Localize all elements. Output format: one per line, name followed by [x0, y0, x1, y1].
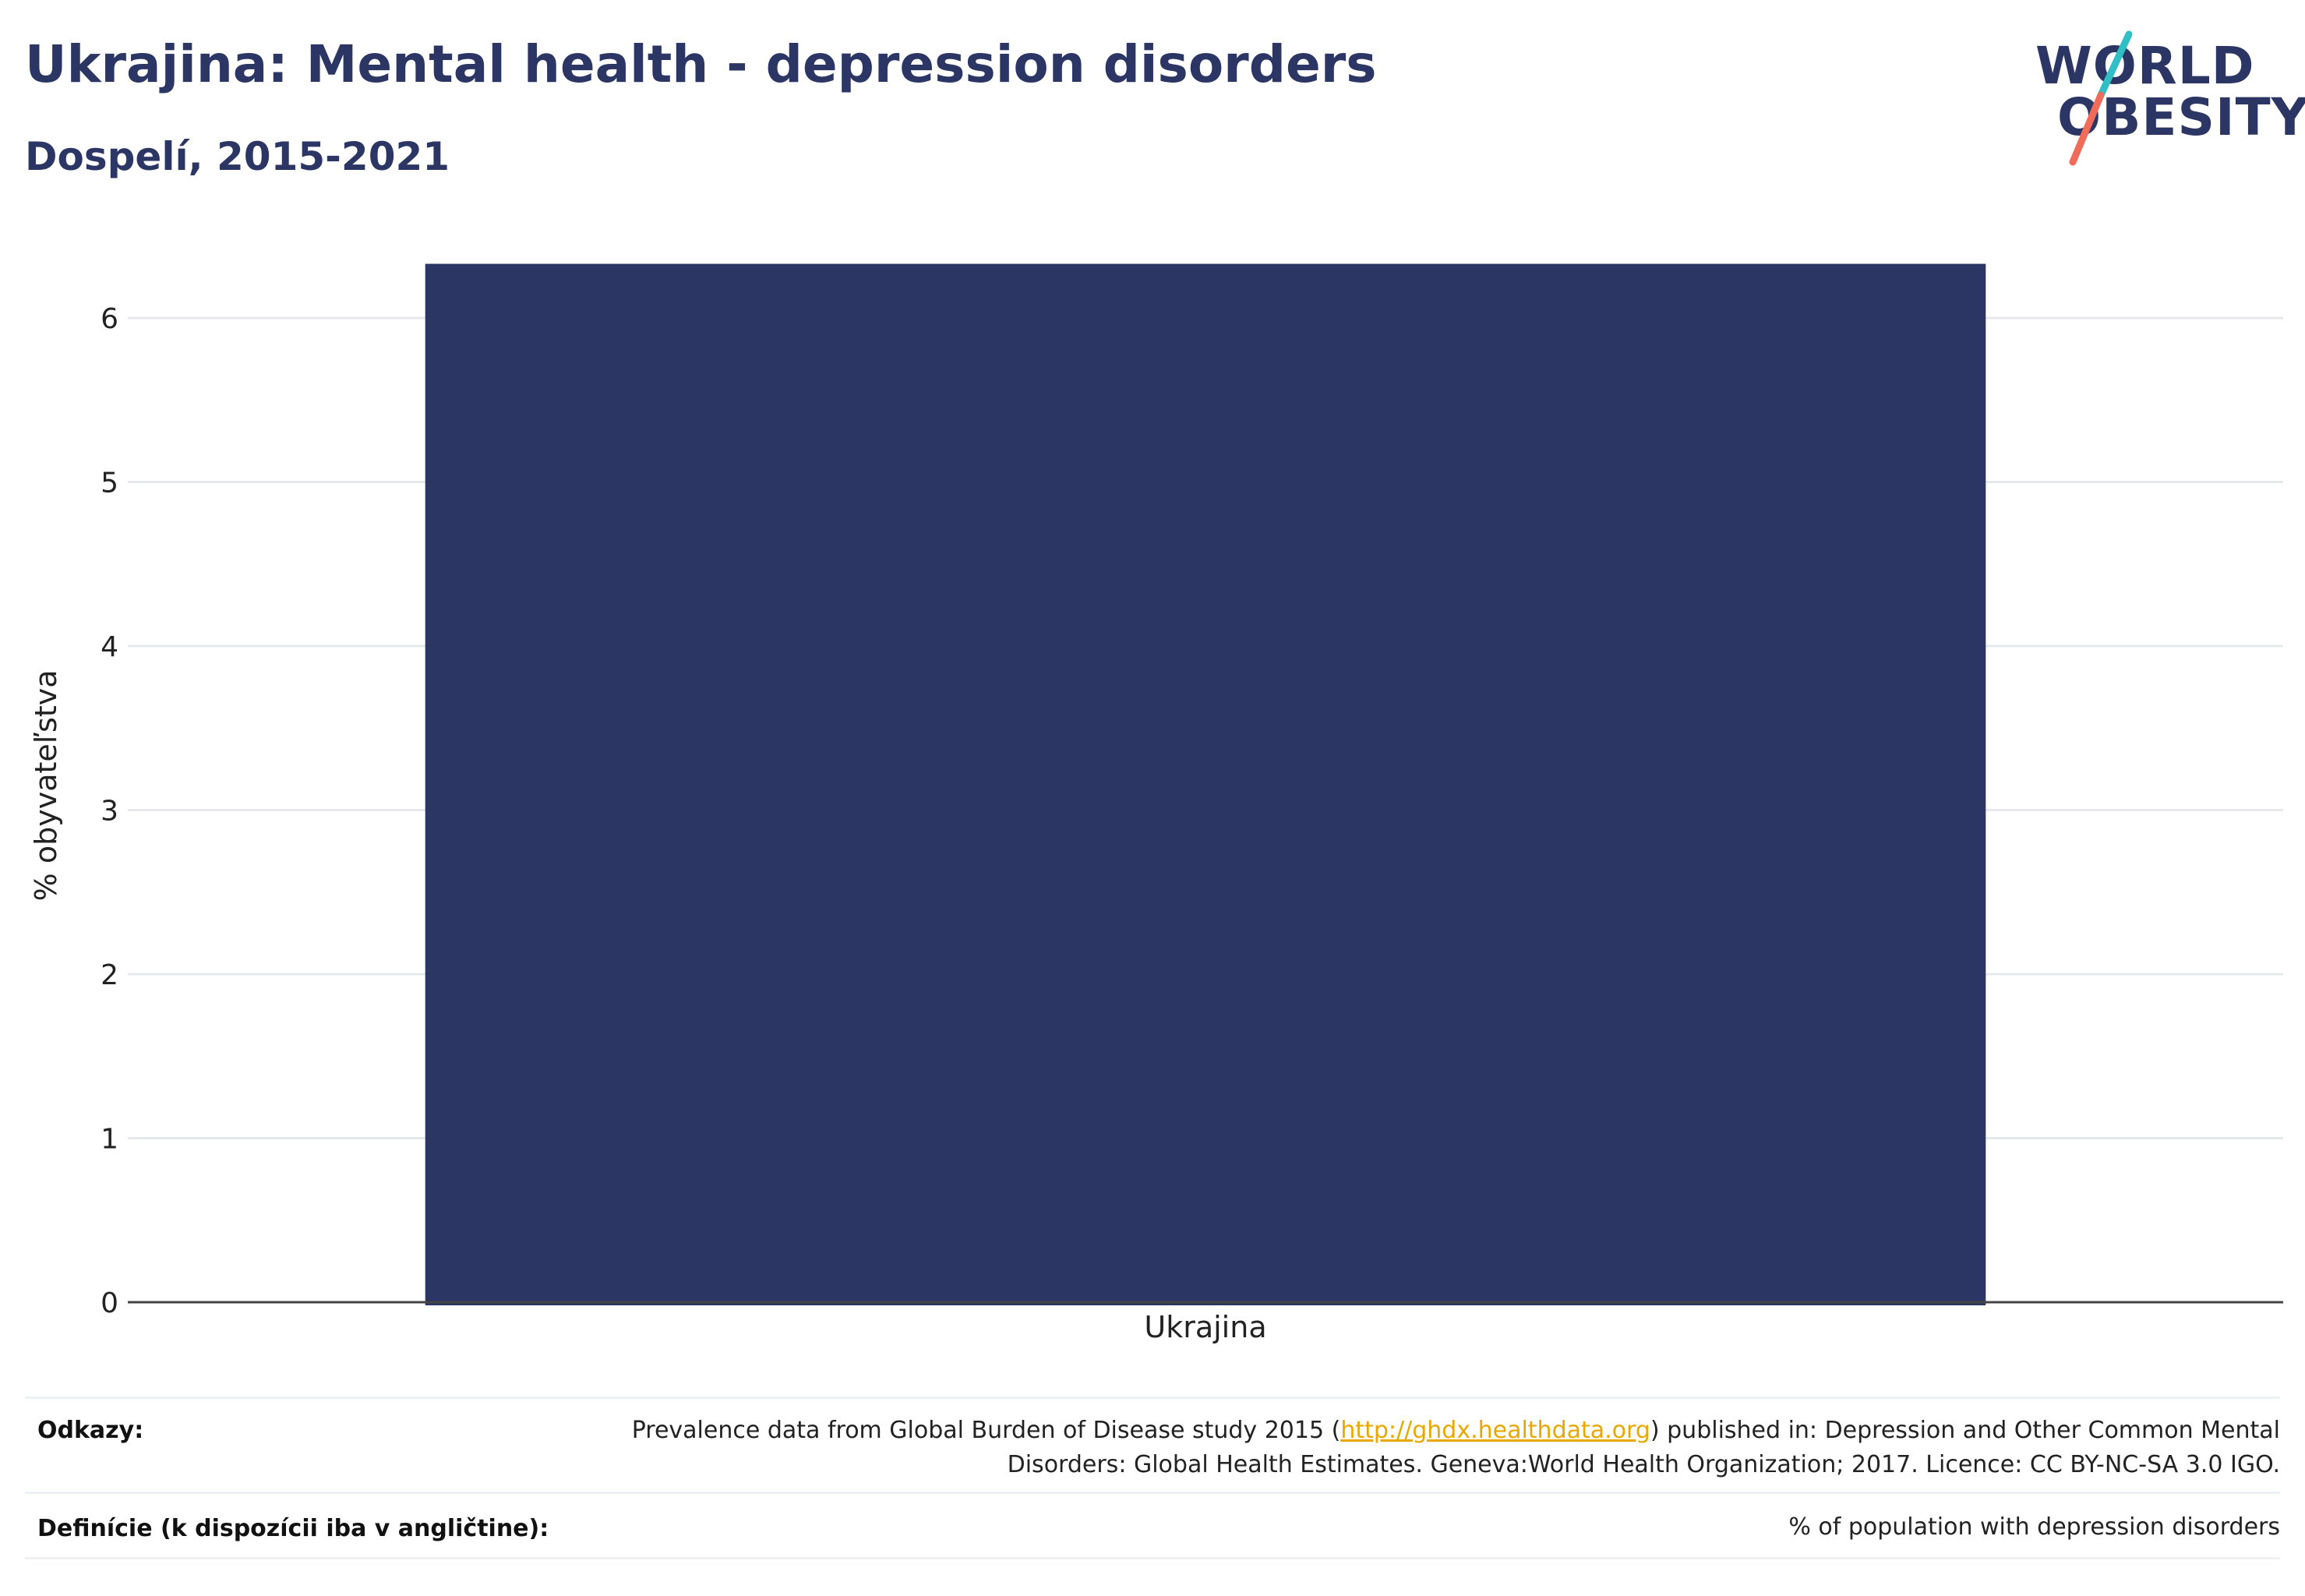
chart-title: Ukrajina: Mental health - depression dis…	[25, 34, 1377, 94]
y-tick-label: 0	[101, 1287, 118, 1319]
y-tick-label: 3	[101, 796, 118, 828]
references-link[interactable]: http://ghdx.healthdata.org	[1340, 1417, 1650, 1444]
x-tick-label: Ukrajina	[1144, 1310, 1266, 1344]
divider-top	[25, 1396, 2280, 1399]
world-obesity-logo: WORLD OBESITY	[2034, 23, 2305, 166]
y-tick-label: 6	[101, 303, 118, 335]
references-text-after: ) published in: Depression and Other Com…	[1007, 1417, 2280, 1478]
references-text: Prevalence data from Global Burden of Di…	[566, 1414, 2280, 1482]
y-tick-label: 1	[101, 1124, 118, 1156]
logo-line1: WORLD	[2035, 36, 2255, 96]
bars	[425, 263, 1986, 1305]
divider-middle	[25, 1492, 2280, 1494]
y-tick-label: 2	[101, 959, 118, 991]
references-label: Odkazy:	[37, 1417, 144, 1444]
y-tick-labels: 0 1 2 3 4 5 6	[101, 303, 118, 1319]
bar-chart: 0 1 2 3 4 5 6 Ukrajina % obyvateľstva	[29, 263, 2283, 1344]
divider-bottom	[25, 1557, 2280, 1559]
y-tick-label: 4	[101, 631, 118, 663]
chart-subtitle: Dospelí, 2015-2021	[25, 134, 450, 179]
references-text-before: Prevalence data from Global Burden of Di…	[631, 1417, 1341, 1444]
y-axis-label: % obyvateľstva	[29, 670, 63, 902]
x-tick-labels: Ukrajina	[1144, 1310, 1266, 1344]
definitions-label: Definície (k dispozícii iba v angličtine…	[37, 1515, 549, 1542]
y-tick-label: 5	[101, 468, 118, 500]
bar-ukrajina	[425, 263, 1986, 1305]
logo-slash-icon	[2069, 30, 2133, 166]
definitions-text: % of population with depression disorder…	[1788, 1513, 2280, 1541]
